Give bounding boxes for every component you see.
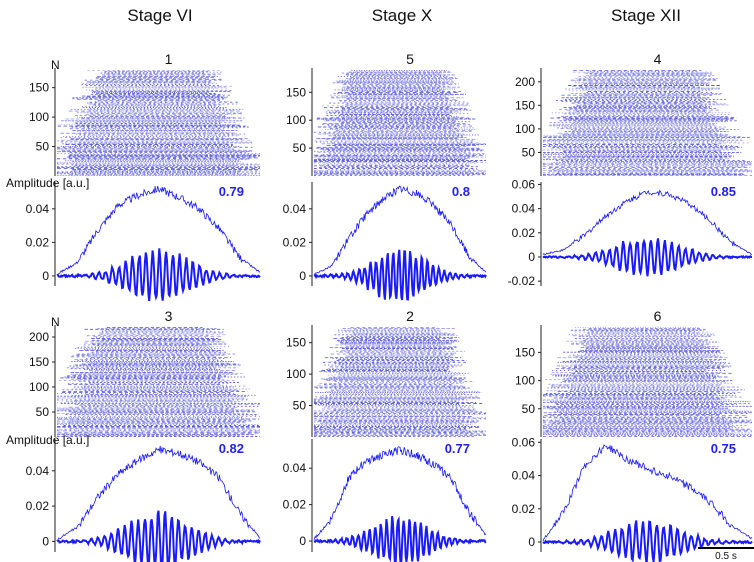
envelope-line — [313, 446, 487, 541]
envelope-line — [542, 189, 752, 256]
amp-tick-label: 0.02 — [283, 498, 307, 512]
raster-tick-label: 150 — [29, 81, 49, 95]
raster-tick-label: 150 — [286, 85, 306, 99]
panel-number: 2 — [406, 308, 414, 324]
panel-number: 6 — [654, 308, 662, 324]
column-title-3: Stage XII — [611, 6, 681, 25]
amp-tick-label: 0.02 — [26, 499, 50, 513]
raster-tick-label: 100 — [29, 380, 49, 394]
correlation-value: 0.75 — [711, 441, 736, 456]
raster-tick-label: 50 — [522, 145, 536, 159]
amp-tick-label: 0 — [42, 534, 49, 548]
raster-tick-label: 100 — [29, 110, 49, 124]
amp-tick-label: 0.04 — [283, 461, 307, 475]
raster-tick-label: 100 — [286, 113, 306, 127]
oscillation-line — [542, 520, 753, 562]
raster-tick-label: 150 — [515, 98, 535, 112]
envelope-line — [313, 185, 487, 276]
correlation-value: 0.77 — [445, 441, 470, 456]
amp-tick-label: 0 — [42, 269, 49, 283]
amp-axis-label: Amplitude [a.u.] — [6, 176, 89, 190]
raster-tick-label: 50 — [293, 141, 307, 155]
panel-number: 5 — [406, 51, 414, 67]
amp-tick-label: 0.02 — [512, 226, 536, 240]
amp-tick-label: 0 — [299, 534, 306, 548]
amp-tick-label: 0.04 — [26, 464, 50, 478]
raster-tick-label: 200 — [515, 75, 535, 89]
amp-tick-label: 0.06 — [512, 177, 536, 191]
panel-number: 4 — [654, 51, 662, 67]
panel-number: 3 — [165, 308, 173, 324]
amp-tick-label: 0 — [528, 535, 535, 549]
oscillation-line — [542, 238, 753, 277]
column-title-1: Stage VI — [127, 6, 193, 25]
amp-tick-label: 0.04 — [26, 202, 50, 216]
amp-tick-label: 0.02 — [26, 235, 50, 249]
panel-number: 1 — [165, 51, 173, 67]
correlation-value: 0.79 — [219, 184, 244, 199]
amp-tick-label: 0.02 — [512, 502, 536, 516]
raster-axis-label: N — [51, 58, 60, 72]
envelope-line — [542, 444, 753, 542]
scale-bar-label: 0.5 s — [715, 551, 737, 562]
correlation-value: 0.8 — [452, 184, 470, 199]
raster-tick-label: 150 — [29, 355, 49, 369]
envelope-line — [56, 185, 261, 276]
amp-tick-label: 0 — [299, 269, 306, 283]
raster-tick-label: 50 — [293, 399, 307, 413]
raster-tick-label: 100 — [286, 367, 306, 381]
raster-tick-label: 50 — [36, 405, 50, 419]
raster-tick-label: 150 — [515, 345, 535, 359]
amp-tick-label: 0.04 — [512, 469, 536, 483]
raster-tick-label: 100 — [515, 122, 535, 136]
oscillation-line — [313, 516, 487, 562]
oscillation-line — [56, 248, 261, 302]
column-title-2: Stage X — [371, 6, 433, 25]
amp-tick-label: 0.04 — [283, 202, 307, 216]
raster-tick-label: 50 — [36, 140, 50, 154]
raster-axis-label: N — [51, 315, 60, 329]
amp-tick-label: 0 — [528, 250, 535, 264]
raster-tick-label: 200 — [29, 330, 49, 344]
correlation-value: 0.82 — [219, 441, 244, 456]
amp-tick-label: -0.02 — [508, 274, 536, 288]
envelope-line — [56, 445, 261, 542]
amp-tick-label: 0.04 — [512, 202, 536, 216]
raster-tick-label: 150 — [286, 336, 306, 350]
correlation-value: 0.85 — [711, 184, 736, 199]
amp-tick-label: 0.02 — [283, 235, 307, 249]
raster-tick-label: 100 — [515, 374, 535, 388]
amp-tick-label: 0.06 — [512, 435, 536, 449]
oscillation-line — [313, 249, 487, 301]
amp-axis-label: Amplitude [a.u.] — [6, 433, 89, 447]
oscillation-line — [56, 510, 261, 562]
raster-tick-label: 50 — [522, 402, 536, 416]
